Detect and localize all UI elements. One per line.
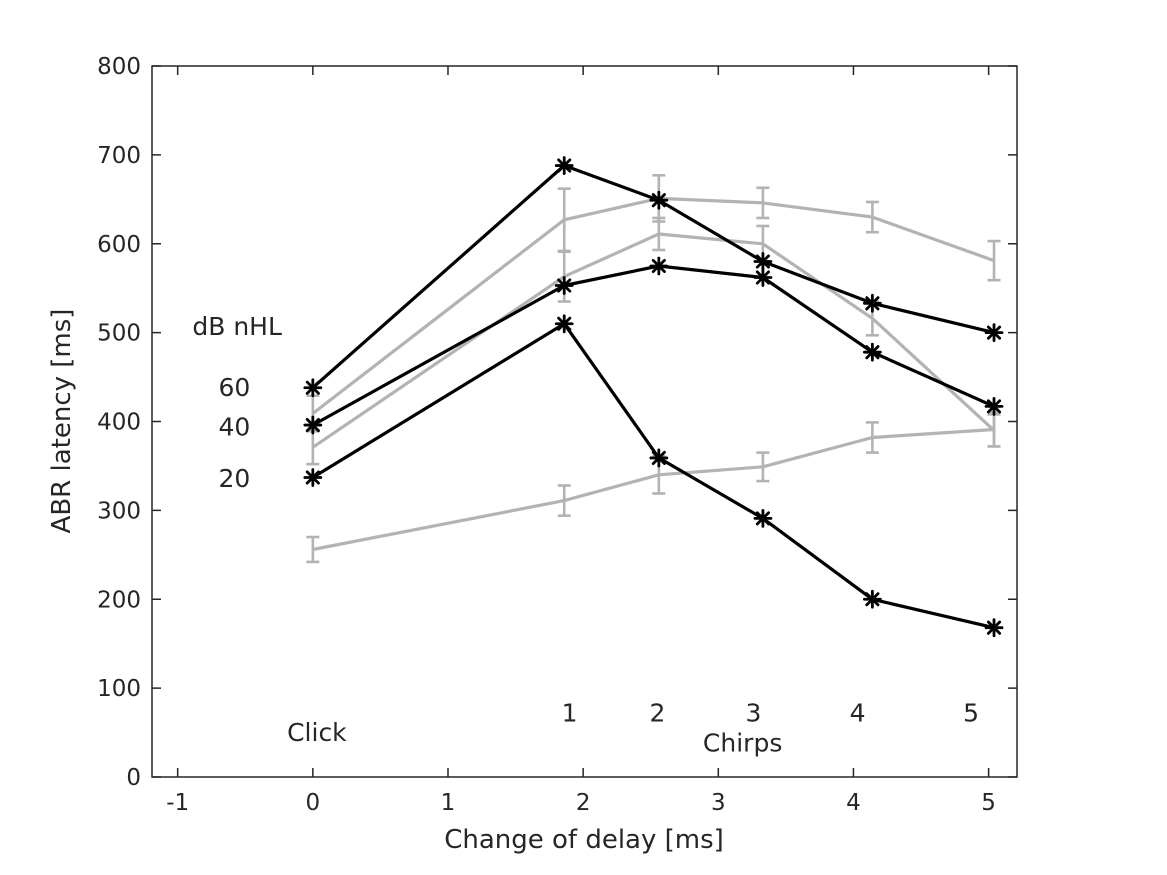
chirp-4-label: 4: [850, 699, 866, 728]
y-tick-label: 200: [97, 587, 141, 613]
x-tick-label: 0: [306, 790, 321, 816]
asterisk-marker: [649, 256, 669, 276]
series-line: [311, 322, 995, 630]
series-black-60: [303, 156, 1004, 398]
y-tick-label: 700: [97, 143, 141, 169]
asterisk-marker: [649, 190, 669, 210]
series-line: [311, 163, 995, 389]
y-tick-label: 400: [97, 410, 141, 436]
asterisk-marker: [984, 396, 1004, 416]
asterisk-marker: [862, 293, 882, 313]
asterisk-marker: [753, 268, 773, 287]
y-tick-label: 100: [97, 676, 141, 702]
asterisk-marker: [984, 323, 1004, 343]
x-axis-label: Change of delay [ms]: [444, 825, 724, 855]
asterisk-marker: [303, 468, 323, 487]
series-line: [311, 232, 996, 449]
chirp-5-label: 5: [963, 699, 979, 728]
db-nhl-label: dB nHL: [192, 312, 282, 341]
chirps-label: Chirps: [703, 729, 782, 758]
click-label: Click: [287, 718, 347, 747]
y-tick-label: 300: [97, 498, 141, 524]
chirp-2-label: 2: [650, 699, 666, 728]
level-60-label: 60: [219, 373, 251, 402]
series-line: [312, 264, 995, 427]
level-40-label: 40: [219, 412, 251, 441]
series-black-40: [303, 256, 1004, 435]
series-gray-40: [306, 216, 1001, 466]
asterisk-marker: [554, 314, 574, 334]
asterisk-marker: [649, 448, 669, 468]
x-tick-label: 1: [441, 790, 456, 816]
annotation-layer: dB nHL 60 40 20 Click 1 2 3 4 5 Chirps: [192, 312, 979, 758]
chirp-1-label: 1: [562, 699, 578, 728]
asterisk-marker: [554, 156, 574, 175]
y-tick-label: 800: [97, 54, 141, 80]
asterisk-marker: [862, 589, 882, 609]
asterisk-marker: [303, 415, 323, 435]
x-tick-label: 3: [711, 790, 726, 816]
x-tick-label: -1: [166, 790, 189, 816]
y-tick-label: 600: [97, 232, 141, 258]
asterisk-marker: [984, 618, 1004, 638]
asterisk-marker: [554, 276, 574, 295]
series-layer: [303, 156, 1004, 638]
series-black-20: [303, 314, 1004, 638]
series-line: [311, 196, 995, 415]
axes-layer: -1 0 1 2 3 4 5 0 100 200 300 400 500 600 700 800: [97, 54, 1018, 816]
level-20-label: 20: [219, 464, 251, 493]
x-tick-label: 4: [846, 790, 861, 816]
asterisk-marker: [862, 342, 882, 362]
x-tick-label: 2: [576, 790, 591, 816]
y-axis-label: ABR latency [ms]: [47, 309, 77, 534]
series-gray-20: [306, 411, 1001, 564]
x-tick-label: 5: [981, 790, 996, 816]
y-tick-label: 0: [126, 765, 141, 791]
asterisk-marker: [753, 508, 773, 528]
asterisk-marker: [303, 378, 323, 398]
asterisk-marker: [753, 252, 773, 271]
series-line: [312, 427, 995, 552]
chirp-3-label: 3: [745, 699, 761, 728]
y-tick-label: 500: [97, 321, 141, 347]
